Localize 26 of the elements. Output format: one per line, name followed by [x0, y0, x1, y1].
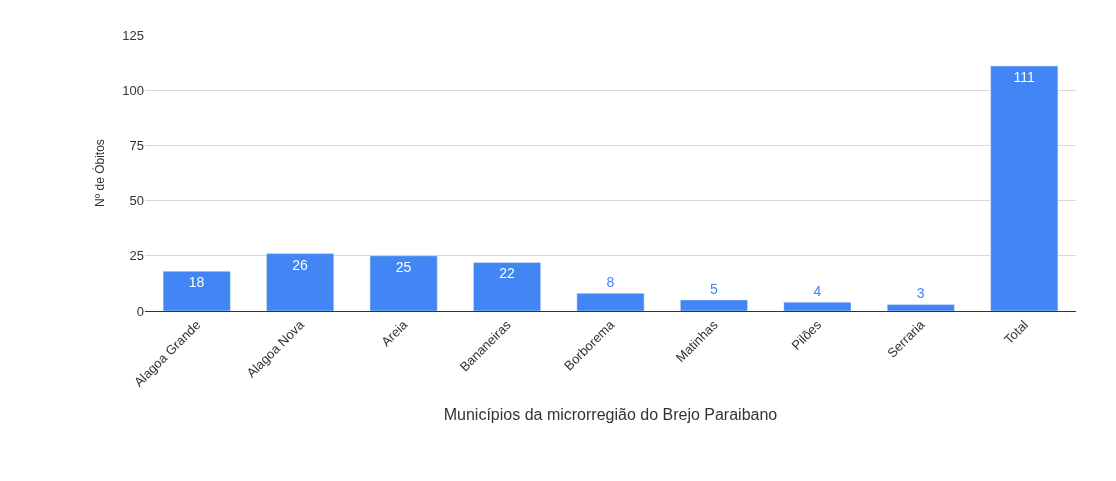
data-label: 5	[709, 280, 718, 297]
y-tick-label: 50	[129, 193, 144, 209]
bar	[162, 271, 231, 311]
data-label: 4	[813, 283, 822, 300]
bar	[680, 299, 748, 311]
data-label: 26	[292, 256, 309, 273]
data-label: 8	[606, 274, 615, 291]
y-axis-title: Nº de Óbitos	[91, 139, 107, 207]
bar	[473, 262, 541, 311]
y-tick-label: 75	[129, 137, 144, 153]
data-label: 111	[1013, 68, 1036, 85]
x-axis-title: Municípios da microrregião do Brejo Paraibano	[443, 406, 778, 424]
data-label: 18	[188, 274, 205, 291]
bar	[369, 255, 438, 311]
bar	[783, 301, 852, 311]
data-label: 22	[499, 265, 515, 282]
data-label: 3	[916, 285, 925, 302]
y-tick-label: 125	[122, 27, 144, 43]
y-tick-label: 25	[129, 248, 144, 264]
data-label: 25	[395, 258, 412, 275]
bar	[990, 65, 1059, 311]
bar	[576, 293, 645, 311]
bar	[266, 253, 335, 311]
y-tick-label: 100	[122, 82, 144, 98]
bar	[886, 304, 955, 311]
y-tick-label: 0	[136, 303, 144, 319]
